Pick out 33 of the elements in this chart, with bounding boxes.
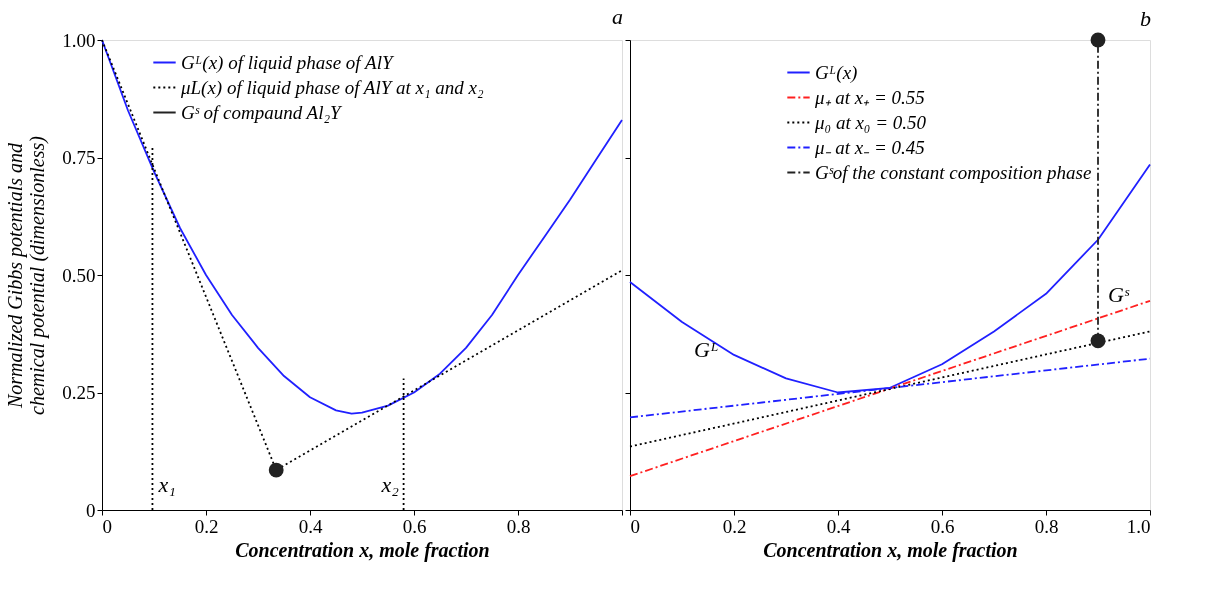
x-tick-label: 0 bbox=[102, 515, 112, 537]
chart-title: b bbox=[1139, 5, 1151, 31]
chart-title: a bbox=[611, 4, 623, 29]
x-tick-label: 0.6 bbox=[930, 515, 955, 537]
annotation: Gᴸ bbox=[694, 337, 719, 362]
y-axis-title: Normalized Gibbs potentials and chemical potential (dimensionless) bbox=[4, 135, 50, 415]
annotation: x₁ bbox=[157, 472, 176, 497]
x-tick-label: 0.4 bbox=[826, 515, 851, 537]
legend-label: Gˢ of compaund Al₂Y bbox=[181, 101, 344, 123]
x-tick-label: 0.4 bbox=[298, 515, 323, 537]
x-tick-label: 0.2 bbox=[194, 515, 219, 537]
legend-label: Gᴸ(x) of liquid phase of AlY bbox=[181, 51, 395, 74]
legend-label: μL(x) of liquid phase of AlY at x₁ and x₂ bbox=[180, 76, 485, 99]
annotation: Gˢ bbox=[1108, 282, 1130, 308]
y-tick-label: 0.75 bbox=[62, 147, 96, 168]
y-tick-label: 0 bbox=[86, 499, 96, 521]
x-tick-label: 0.8 bbox=[1034, 515, 1059, 537]
y-tick-label: 0.50 bbox=[62, 264, 96, 286]
legend-label: μ₀ at x₀ = 0.50 bbox=[814, 111, 927, 133]
x-axis-title: Concentration x, mole fraction bbox=[763, 538, 1018, 562]
y-tick-label: 0.25 bbox=[62, 382, 96, 403]
legend-label: Gᴸ(x) bbox=[815, 61, 858, 84]
x-tick-label: 1.0 bbox=[1126, 515, 1151, 537]
x-tick-label: 0.2 bbox=[722, 515, 747, 537]
annotation: x₂ bbox=[380, 472, 400, 497]
x-axis-title: Concentration x, mole fraction bbox=[235, 538, 490, 562]
y-tick-label: 1.00 bbox=[62, 29, 96, 51]
x-tick-label: 0 bbox=[630, 515, 640, 537]
legend-label: μ₋ at x₋ = 0.45 bbox=[814, 136, 925, 158]
x-tick-label: 0.6 bbox=[402, 515, 427, 537]
legend-label: μ₊ at x₊ = 0.55 bbox=[814, 86, 925, 108]
legend-label: Gˢof the constant composition phase bbox=[815, 161, 1092, 183]
x-tick-label: 0.8 bbox=[506, 515, 531, 537]
